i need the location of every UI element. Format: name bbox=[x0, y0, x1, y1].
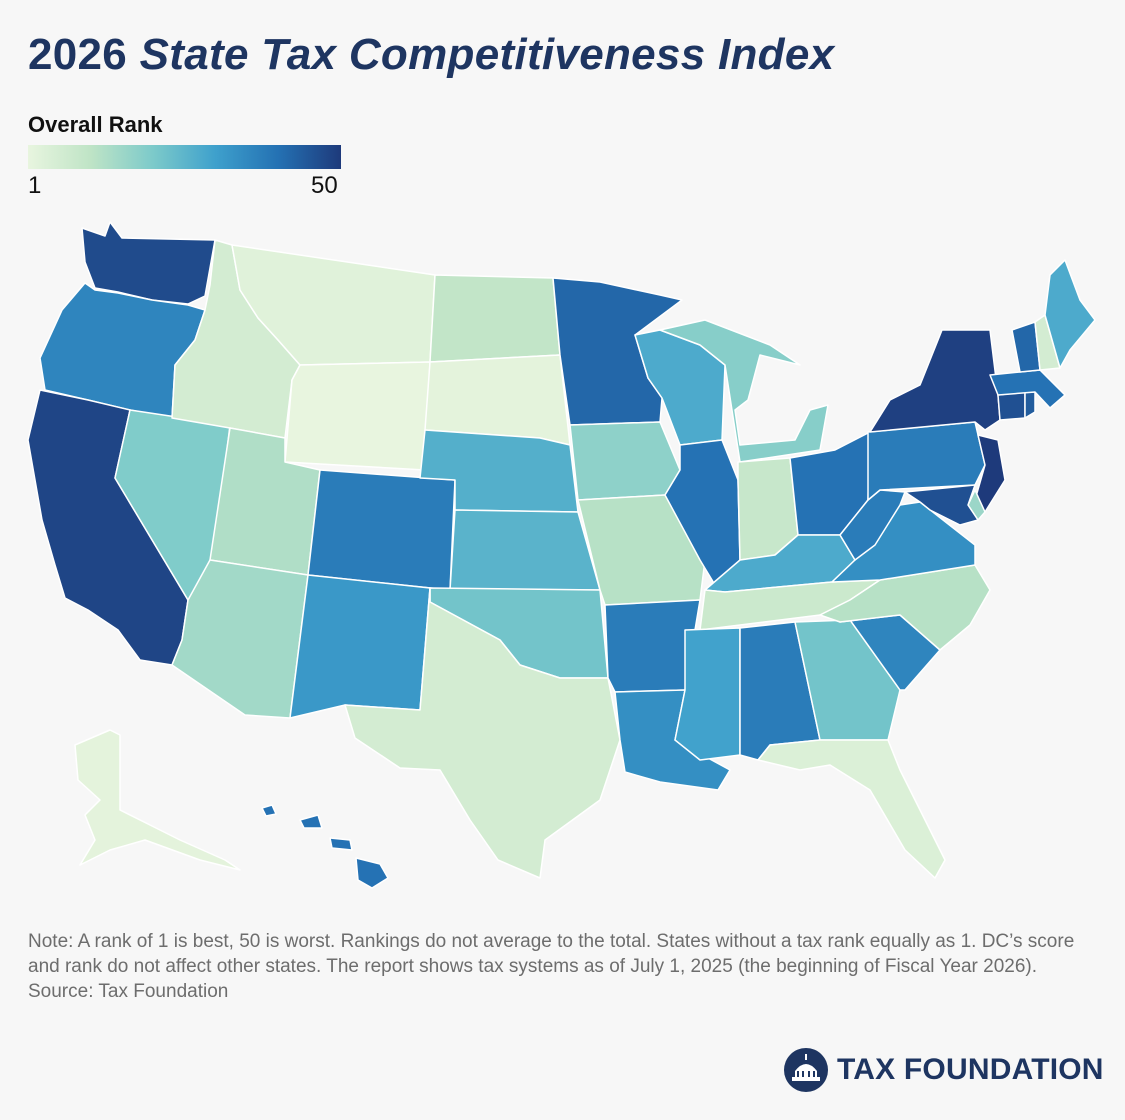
title-year: 2026 bbox=[28, 30, 128, 79]
state-nc[interactable] bbox=[819, 564, 991, 651]
legend-title: Overall Rank bbox=[28, 112, 163, 137]
state-nm[interactable] bbox=[289, 574, 431, 719]
state-ks[interactable] bbox=[449, 509, 601, 591]
legend-min-label: 1 bbox=[28, 172, 42, 199]
state-co[interactable] bbox=[307, 469, 456, 591]
state-mi[interactable] bbox=[659, 319, 829, 463]
source-text: Source: Tax Foundation bbox=[28, 981, 229, 1002]
map-title: 2026 State Tax Competitiveness Index bbox=[28, 30, 834, 80]
state-fl[interactable] bbox=[757, 739, 946, 879]
state-ny[interactable] bbox=[869, 329, 1001, 433]
state-ri[interactable] bbox=[1024, 391, 1036, 419]
state-tx[interactable] bbox=[344, 587, 621, 879]
tax-foundation-logo: TAX FOUNDATION bbox=[783, 1048, 1104, 1092]
state-me[interactable] bbox=[1044, 259, 1096, 369]
state-wa[interactable] bbox=[81, 221, 216, 305]
capitol-dome-icon bbox=[784, 1048, 828, 1092]
state-ia[interactable] bbox=[569, 421, 681, 501]
state-nd[interactable] bbox=[429, 274, 561, 363]
state-ms[interactable] bbox=[674, 627, 741, 761]
us-choropleth-map bbox=[27, 221, 1096, 889]
state-md[interactable] bbox=[904, 484, 979, 526]
logo-text: TAX FOUNDATION bbox=[837, 1053, 1104, 1086]
legend-max-label: 50 bbox=[311, 172, 338, 199]
legend-color-bar bbox=[28, 145, 341, 169]
state-hi[interactable] bbox=[261, 804, 389, 889]
state-ak[interactable] bbox=[74, 729, 241, 871]
state-ct[interactable] bbox=[997, 391, 1026, 421]
state-wy[interactable] bbox=[284, 361, 431, 471]
note-text: Note: A rank of 1 is best, 50 is worst. … bbox=[28, 931, 1075, 977]
footnote: Note: A rank of 1 is best, 50 is worst. … bbox=[28, 929, 1088, 1004]
title-italic: State Tax Competitiveness Index bbox=[139, 30, 835, 79]
